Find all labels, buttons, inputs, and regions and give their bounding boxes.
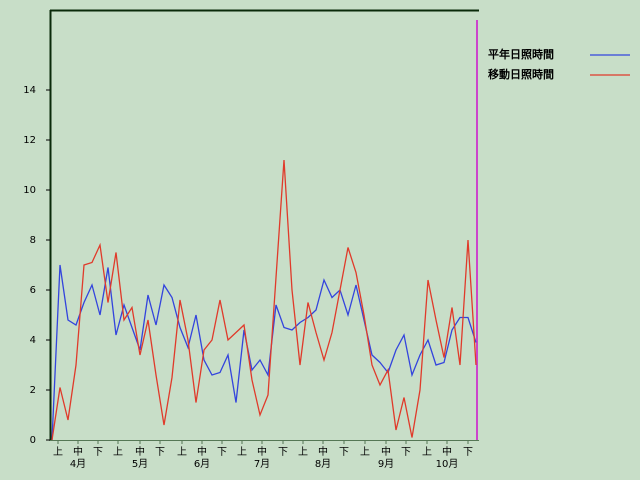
x-tick-label: 上	[298, 446, 308, 458]
x-tick-label: 下	[339, 447, 349, 458]
y-tick-label: 0	[30, 435, 36, 446]
month-label: 8月	[315, 458, 331, 470]
x-tick-label: 下	[401, 447, 411, 458]
x-tick-label: 下	[155, 447, 165, 458]
y-tick-label: 8	[30, 235, 36, 246]
series-line	[51, 159, 477, 441]
month-label: 9月	[378, 458, 394, 470]
month-label: 4月	[70, 458, 86, 470]
month-label: 10月	[436, 458, 459, 470]
x-tick-label: 上	[360, 446, 370, 458]
y-tick-label: 14	[23, 85, 36, 96]
month-label: 5月	[132, 458, 148, 470]
x-tick-label: 中	[381, 445, 391, 458]
legend-label: 平年日照時間	[488, 47, 554, 61]
x-tick-label: 中	[197, 445, 207, 458]
legend-label: 移動日照時間	[488, 67, 554, 81]
x-tick-label: 下	[463, 447, 473, 458]
x-tick-label: 中	[257, 445, 267, 458]
y-tick-label: 10	[23, 185, 36, 196]
x-tick-label: 中	[318, 445, 328, 458]
y-tick-label: 2	[30, 385, 36, 396]
x-tick-label: 上	[237, 446, 247, 458]
x-tick-label: 中	[442, 445, 452, 458]
series-line	[51, 264, 477, 441]
x-tick-label: 下	[93, 447, 103, 458]
x-tick-label: 上	[113, 446, 123, 458]
x-tick-label: 下	[278, 447, 288, 458]
y-tick-label: 4	[30, 335, 36, 346]
x-tick-label: 上	[53, 446, 63, 458]
y-tick-label: 6	[30, 285, 36, 296]
x-tick-label: 下	[217, 447, 227, 458]
month-label: 6月	[194, 458, 210, 470]
x-tick-label: 中	[73, 445, 83, 458]
x-tick-label: 上	[422, 446, 432, 458]
y-tick-label: 12	[23, 135, 36, 146]
month-label: 7月	[254, 458, 270, 470]
x-tick-label: 上	[177, 446, 187, 458]
x-tick-label: 中	[135, 445, 145, 458]
